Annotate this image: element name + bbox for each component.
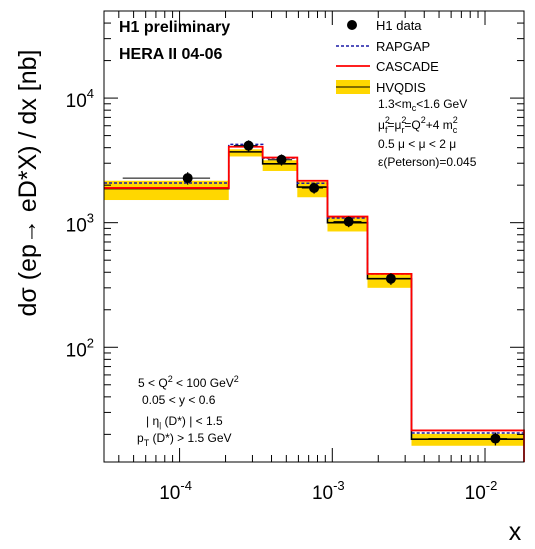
data-point-4 <box>309 182 320 193</box>
cut-y: 0.05 < y < 0.6 <box>142 393 216 407</box>
data-point-6 <box>385 273 396 284</box>
plot-frame <box>103 10 525 463</box>
y-tick-label-3: 104 <box>66 86 94 112</box>
y-tick-label-2: 103 <box>66 211 94 237</box>
legend-param-peterson: ε(Peterson)=0.045 <box>378 155 477 169</box>
data-point-1 <box>182 173 193 184</box>
data-point-7 <box>490 433 501 444</box>
data-point-2 <box>243 140 254 151</box>
cut-pt: pT (D*) > 1.5 GeV <box>137 431 232 448</box>
legend-marker-data <box>347 20 357 30</box>
header-h1-preliminary: H1 preliminary <box>119 19 230 36</box>
header-hera-period: HERA II 04-06 <box>119 46 223 63</box>
y-axis-title: dσ (ep→ eD*X) / dx [nb] <box>14 50 42 317</box>
legend-param-mass: 1.3<mc<1.6 GeV <box>378 97 467 113</box>
legend-param-scale: μ2 f=μ2 r=Q2+4 m2 c <box>378 115 458 135</box>
legend-label-hvqdis: HVQDIS <box>376 80 426 95</box>
legend-label-rapgap: RAPGAP <box>376 39 430 54</box>
x-tick-label-1: 10-4 <box>159 478 192 504</box>
legend-label-data: H1 data <box>376 18 422 33</box>
x-tick-label-2: 10-3 <box>312 478 345 504</box>
data-points-group <box>122 140 508 446</box>
data-point-3 <box>276 154 287 165</box>
data-point-5 <box>343 216 354 227</box>
legend: H1 data RAPGAP CASCADE HVQDIS 1.3<mc<1.6… <box>336 18 477 169</box>
axis-ticks-group: 10-4 10-3 10-2 102 103 104 <box>66 10 524 504</box>
hvqdis-band-bin-1 <box>104 180 229 201</box>
y-tick-label-1: 102 <box>66 335 94 361</box>
cut-q2: 5 < Q2 < 100 GeV2 <box>138 374 239 390</box>
cascade-line <box>104 145 525 462</box>
x-axis-title: x <box>509 518 522 546</box>
kinematic-cuts: 5 < Q2 < 100 GeV2 0.05 < y < 0.6 | η| (D… <box>137 374 239 448</box>
cut-eta: | η| (D*) | < 1.5 <box>146 414 223 430</box>
x-tick-label-3: 10-2 <box>465 478 498 504</box>
plot-frame-group <box>103 10 525 463</box>
hvqdis-band-bin-3 <box>262 160 298 171</box>
legend-label-cascade: CASCADE <box>376 59 439 74</box>
hvqdis-band-bin-2 <box>228 149 263 157</box>
legend-param-variation: 0.5 μ < μ < 2 μ <box>378 137 456 151</box>
